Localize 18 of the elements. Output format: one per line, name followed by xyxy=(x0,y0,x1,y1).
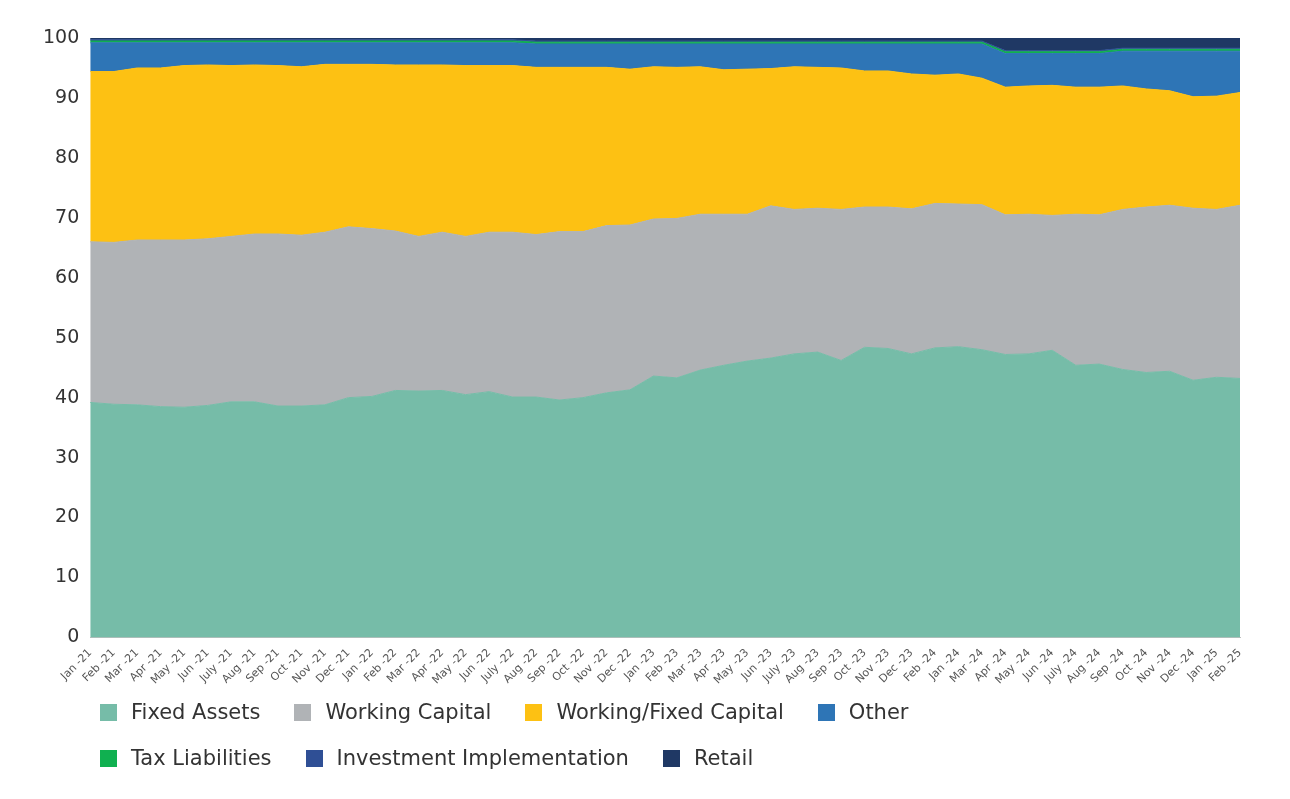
y-tick-label: 30 xyxy=(55,444,80,467)
y-tick-label: 80 xyxy=(55,144,80,167)
y-tick-label: 10 xyxy=(55,564,80,587)
y-tick-label: 40 xyxy=(55,384,80,407)
legend-label: Investment Implementation xyxy=(336,746,629,770)
legend-label: Other xyxy=(848,700,909,724)
legend-label: Fixed Assets xyxy=(131,700,261,724)
legend-label: Tax Liabilities xyxy=(131,746,272,770)
y-tick-label: 20 xyxy=(55,504,80,527)
y-tick-label: 90 xyxy=(55,84,80,107)
y-tick-label: 0 xyxy=(67,624,80,647)
y-tick-label: 50 xyxy=(55,324,80,347)
y-tick-label: 70 xyxy=(55,204,80,227)
legend-label: Working/Fixed Capital xyxy=(556,700,784,724)
legend-label: Working Capital xyxy=(325,700,492,724)
y-tick-label: 100 xyxy=(43,24,80,47)
y-tick-label: 60 xyxy=(55,264,80,287)
legend-label: Retail xyxy=(693,746,754,770)
